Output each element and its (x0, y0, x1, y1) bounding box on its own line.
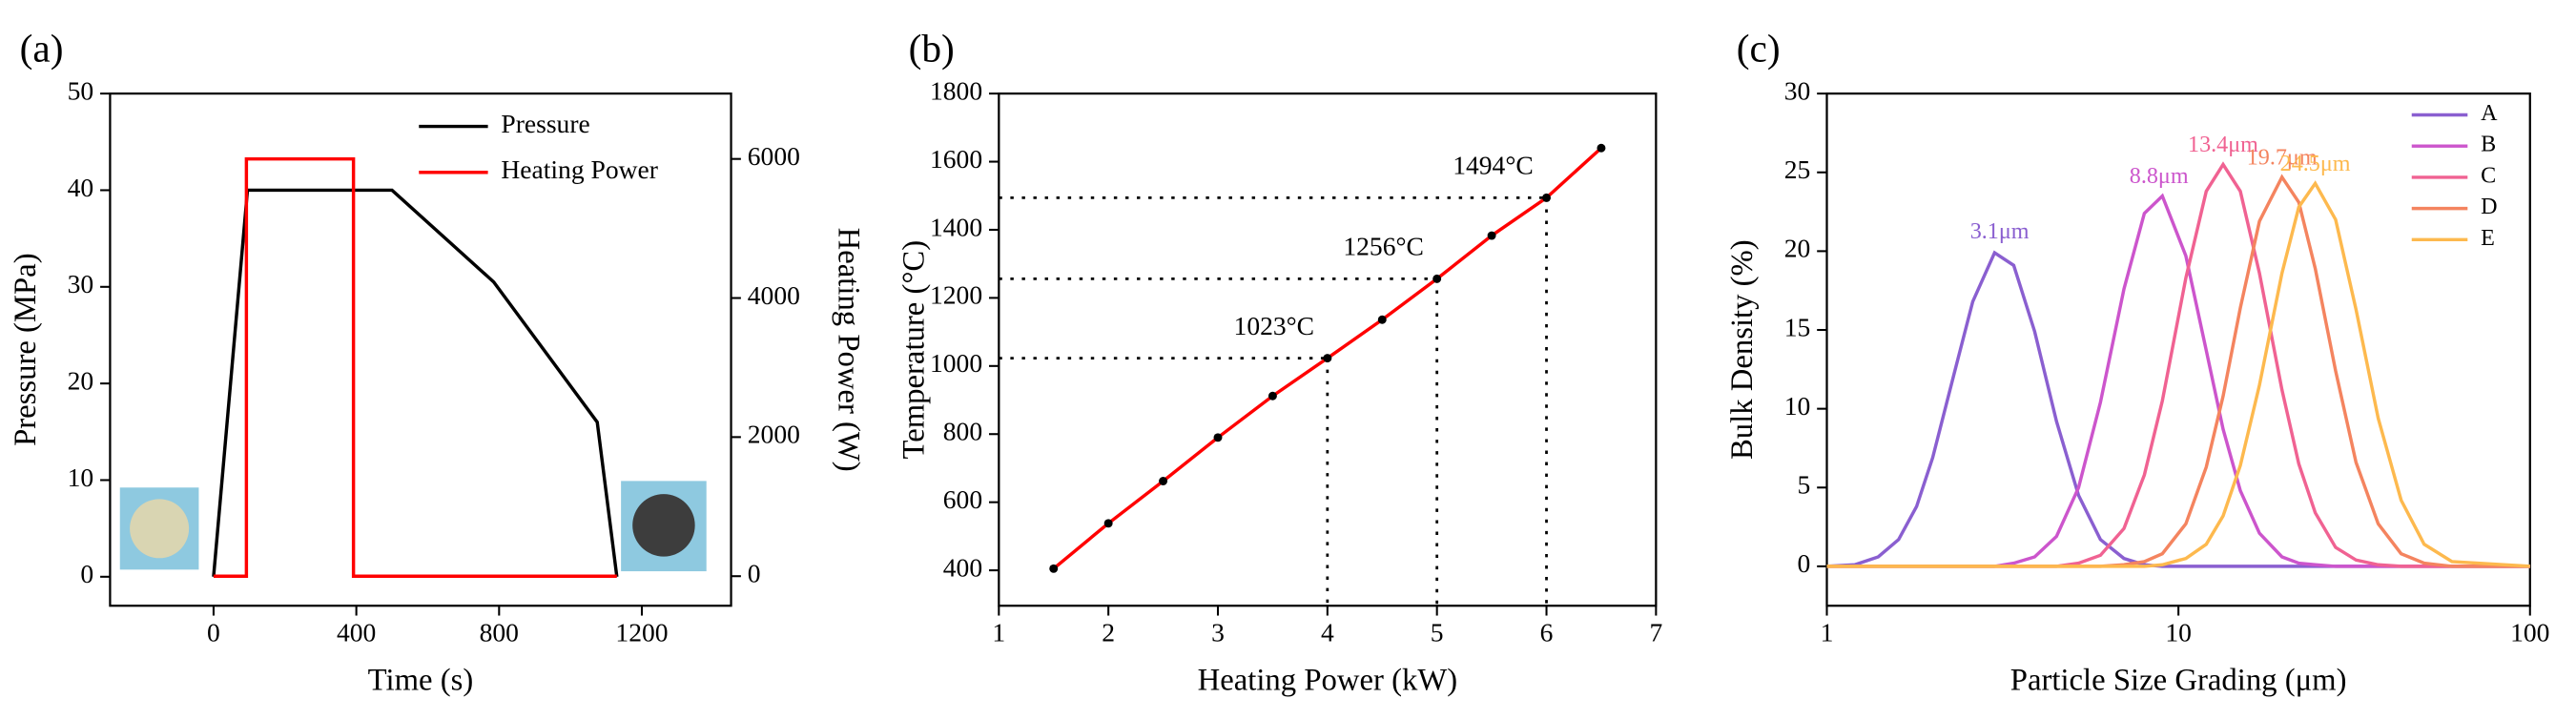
y-tick-label: 5 (1797, 470, 1810, 500)
y-tick-label: 1200 (930, 280, 982, 310)
y-tick-label: 1600 (930, 144, 982, 174)
peak-label: 13.4μm (2188, 133, 2258, 157)
x-axis-title: Heating Power (kW) (1198, 664, 1458, 698)
inset-left (119, 487, 199, 570)
annotation: 1494°C (1453, 151, 1534, 180)
y-axis-title: Temperature (°C) (897, 240, 932, 460)
data-point (1213, 433, 1223, 442)
x-tick-label: 1 (992, 618, 1005, 647)
x-tick-label: 1200 (615, 618, 668, 647)
data-point (1103, 519, 1113, 528)
data-point (1597, 143, 1606, 153)
x-tick-label: 3 (1211, 618, 1225, 647)
y-tick-label: 30 (1784, 75, 1811, 105)
y-tick-label: 20 (68, 365, 94, 395)
series-line (212, 188, 619, 578)
inset-right (621, 481, 707, 572)
y-tick-label: 0 (80, 559, 93, 588)
x-axis-title: Particle Size Grading (μm) (2010, 664, 2347, 698)
x-tick-label: 10 (2165, 618, 2192, 647)
y2-axis-title: Heating Power (W) (832, 228, 866, 472)
y-axis-title: Pressure (MPa) (9, 253, 43, 445)
peak-label: 8.8μm (2130, 164, 2189, 189)
legend-label: C (2481, 163, 2496, 188)
legend-label: Pressure (501, 109, 589, 138)
x-tick-label: 6 (1540, 618, 1554, 647)
y-tick-label: 600 (943, 484, 982, 514)
y2-tick-label: 2000 (748, 420, 800, 449)
data-point (1323, 354, 1332, 363)
y2-tick-label: 0 (748, 559, 761, 588)
y-tick-label: 10 (68, 462, 94, 492)
y-tick-label: 1400 (930, 212, 982, 241)
peak-label: 3.1μm (1970, 219, 2030, 244)
data-point (1487, 231, 1496, 240)
series-line (1826, 180, 2530, 568)
x-tick-label: 7 (1649, 618, 1662, 647)
y-tick-label: 1800 (930, 75, 982, 105)
y-tick-label: 25 (1784, 154, 1811, 184)
panel-label: (b) (909, 27, 955, 72)
legend-label: D (2481, 195, 2497, 219)
y-tick-label: 1000 (930, 348, 982, 378)
data-point (1432, 274, 1442, 283)
plot-frame (998, 92, 1658, 607)
x-tick-label: 4 (1321, 618, 1334, 647)
x-tick-label: 1 (1821, 618, 1834, 647)
series-line (213, 156, 617, 578)
legend-label: E (2481, 226, 2495, 251)
x-tick-label: 800 (480, 618, 519, 647)
y-tick-label: 800 (943, 417, 982, 446)
data-point (1377, 315, 1387, 324)
legend-label: A (2481, 101, 2498, 126)
y2-tick-label: 6000 (748, 141, 800, 171)
peak-label: 24.5μm (2280, 152, 2351, 176)
x-tick-label: 0 (207, 618, 220, 647)
pellet (130, 499, 190, 559)
annotation: 1256°C (1343, 232, 1424, 261)
y-tick-label: 40 (68, 173, 94, 202)
x-tick-label: 5 (1431, 618, 1444, 647)
data-point (1267, 391, 1277, 401)
plot-frame (1825, 92, 2531, 607)
y-tick-label: 30 (68, 269, 94, 298)
y-axis-title: Bulk Density (%) (1725, 239, 1760, 460)
y-tick-label: 50 (68, 75, 94, 105)
panel-label: (c) (1737, 27, 1781, 72)
data-point (1049, 564, 1059, 573)
y2-tick-label: 4000 (748, 280, 800, 310)
data-point (1542, 193, 1551, 202)
x-axis-title: Time (s) (368, 664, 474, 698)
y-tick-label: 20 (1784, 234, 1811, 263)
x-tick-label: 400 (337, 618, 376, 647)
y-tick-label: 400 (943, 552, 982, 582)
x-tick-label: 100 (2510, 618, 2549, 647)
x-tick-label: 2 (1102, 618, 1115, 647)
legend-label: Heating Power (501, 154, 658, 184)
legend-label: B (2481, 133, 2496, 157)
peak-label: 19.7μm (2247, 145, 2318, 170)
panel-label: (a) (20, 27, 64, 72)
annotation: 1023°C (1234, 311, 1315, 340)
pellet (632, 494, 695, 557)
y-tick-label: 0 (1797, 548, 1810, 578)
y-tick-label: 10 (1784, 391, 1811, 421)
y-tick-label: 15 (1784, 312, 1811, 341)
plot-frame (109, 92, 732, 607)
data-point (1159, 477, 1168, 485)
